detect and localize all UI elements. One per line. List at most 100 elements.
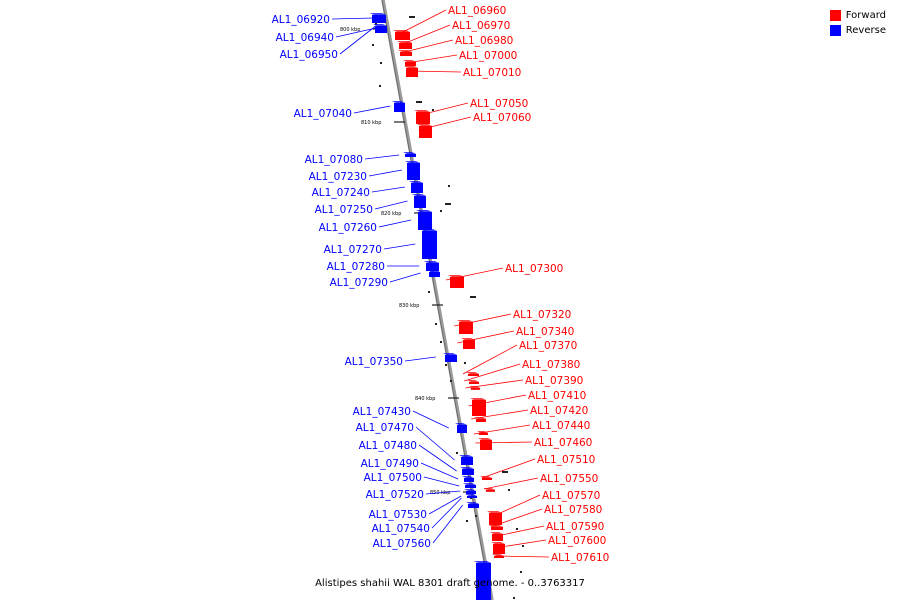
forward-gene-label[interactable]: AL1_07010 [463,67,521,79]
forward-gene-glyph[interactable] [403,60,416,66]
forward-gene-glyph[interactable] [487,511,502,525]
forward-gene-glyph[interactable] [466,372,479,376]
forward-gene-glyph[interactable] [414,110,430,124]
reverse-gene-label[interactable]: AL1_07270 [324,244,382,256]
reverse-gene-label[interactable]: AL1_07080 [305,154,363,166]
reverse-gene-label[interactable]: AL1_07290 [330,277,388,289]
forward-gene-label[interactable]: AL1_07600 [548,535,606,547]
reverse-gene-glyph[interactable] [464,489,476,494]
reverse-gene-label[interactable]: AL1_07250 [315,204,373,216]
forward-gene-label[interactable]: AL1_07000 [459,50,517,62]
reverse-gene-label[interactable]: AL1_07430 [353,406,411,418]
reverse-gene-label[interactable]: AL1_07530 [369,509,427,521]
reverse-gene-label[interactable]: AL1_06920 [272,14,330,26]
reverse-gene-glyph[interactable] [427,270,440,277]
reverse-gene-label[interactable]: AL1_07490 [361,458,419,470]
legend-reverse: Reverse [829,23,886,38]
reverse-gene-glyph[interactable] [465,494,477,498]
reverse-gene-label[interactable]: AL1_07480 [359,440,417,452]
reverse-gene-glyph[interactable] [462,476,474,482]
reverse-gene-label[interactable]: AL1_07040 [294,108,352,120]
scale-mark: 840 kbp [415,396,459,402]
reverse-gene-label[interactable]: AL1_07470 [356,422,414,434]
gene-body [411,183,423,193]
forward-gene-label[interactable]: AL1_07510 [537,454,595,466]
forward-gene-label[interactable]: AL1_06980 [455,35,513,47]
reverse-gene-glyph[interactable] [416,210,432,230]
reverse-gene-glyph[interactable] [392,101,405,112]
reverse-gene-glyph[interactable] [405,161,420,180]
reverse-gene-label[interactable]: AL1_07500 [364,472,422,484]
forward-gene-label[interactable]: AL1_07610 [551,552,609,564]
forward-gene-label[interactable]: AL1_07580 [544,504,602,516]
reverse-gene-label[interactable]: AL1_07280 [327,261,385,273]
forward-gene-glyph[interactable] [470,398,486,416]
forward-gene-glyph[interactable] [490,532,503,541]
forward-gene-glyph[interactable] [393,30,410,40]
forward-gene-label[interactable]: AL1_07390 [525,375,583,387]
forward-gene-label[interactable]: AL1_07300 [505,263,563,275]
forward-gene-label[interactable]: AL1_06970 [452,20,510,32]
forward-gene-label[interactable]: AL1_07410 [528,390,586,402]
forward-gene-glyph[interactable] [417,124,432,138]
gene-top-face [403,152,416,154]
forward-gene-glyph[interactable] [467,380,479,384]
forward-gene-label[interactable]: AL1_07420 [530,405,588,417]
forward-gene-label[interactable]: AL1_07320 [513,309,571,321]
reverse-gene-glyph[interactable] [409,181,423,193]
forward-gene-label[interactable]: AL1_07380 [522,359,580,371]
reverse-gene-glyph[interactable] [443,353,457,362]
gene-top-face [490,532,503,534]
reverse-gene-glyph[interactable] [463,483,476,488]
forward-gene-glyph[interactable] [492,554,504,558]
reverse-gene-glyph[interactable] [466,502,479,508]
forward-leader-line [445,267,504,281]
reverse-gene-label[interactable]: AL1_07540 [372,523,430,535]
forward-gene-label[interactable]: AL1_07590 [546,521,604,533]
gene-top-face [373,24,387,26]
forward-gene-label[interactable]: AL1_07050 [470,98,528,110]
reverse-gene-glyph[interactable] [455,423,467,433]
forward-gene-label[interactable]: AL1_07340 [516,326,574,338]
reverse-gene-label[interactable]: AL1_07230 [309,171,367,183]
reverse-gene-glyph[interactable] [403,152,416,157]
reverse-gene-label[interactable]: AL1_07560 [373,538,431,550]
forward-gene-glyph[interactable] [491,542,505,554]
forward-gene-label[interactable]: AL1_07460 [534,437,592,449]
track-tick [470,296,476,298]
forward-gene-glyph[interactable] [448,275,464,288]
reverse-gene-glyph[interactable] [370,13,386,23]
reverse-gene-glyph[interactable] [459,455,473,465]
reverse-gene-glyph[interactable] [424,261,439,271]
forward-gene-glyph[interactable] [461,338,475,349]
reverse-gene-label[interactable]: AL1_07350 [345,356,403,368]
reverse-gene-label[interactable]: AL1_06950 [280,49,338,61]
forward-gene-label[interactable]: AL1_07570 [542,490,600,502]
forward-gene-glyph[interactable] [478,438,492,450]
forward-gene-label[interactable]: AL1_07060 [473,112,531,124]
forward-gene-label[interactable]: AL1_06960 [448,5,506,17]
reverse-gene-label[interactable]: AL1_07260 [319,222,377,234]
gene-top-face [455,423,467,425]
forward-gene-glyph[interactable] [489,525,503,530]
track-tick [416,101,422,103]
forward-gene-glyph[interactable] [404,66,418,77]
reverse-gene-glyph[interactable] [412,194,426,208]
forward-gene-label[interactable]: AL1_07370 [519,340,577,352]
reverse-gene-glyph[interactable] [460,467,474,475]
forward-gene-glyph[interactable] [457,320,473,334]
forward-gene-label[interactable]: AL1_07440 [532,420,590,432]
reverse-gene-glyph[interactable] [474,561,491,600]
forward-leader-line [402,24,451,45]
reverse-gene-glyph[interactable] [420,229,437,259]
reverse-gene-label[interactable]: AL1_07520 [366,489,424,501]
reverse-gene-label[interactable]: AL1_07240 [312,187,370,199]
forward-leader-line [418,116,472,131]
forward-leader-line [407,70,462,73]
forward-gene-glyph[interactable] [397,41,412,49]
gene-body [472,400,486,416]
forward-gene-label[interactable]: AL1_07550 [540,473,598,485]
reverse-gene-label[interactable]: AL1_06940 [276,32,334,44]
reverse-gene-glyph[interactable] [373,24,387,33]
forward-gene-glyph[interactable] [398,50,412,56]
